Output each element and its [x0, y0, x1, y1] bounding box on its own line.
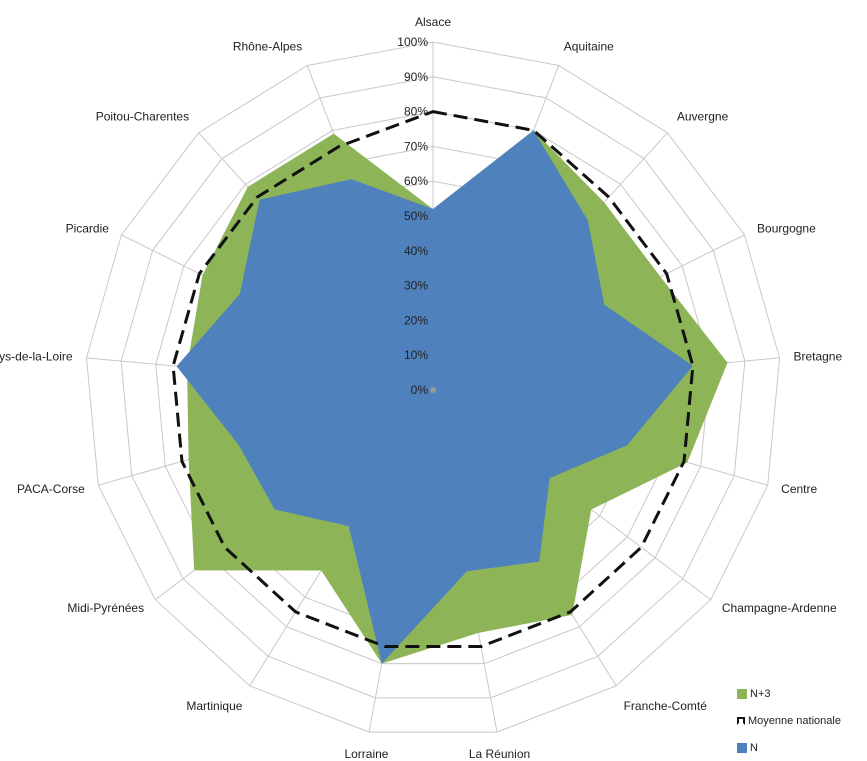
category-label-champagne-ardenne: Champagne-Ardenne: [722, 601, 837, 615]
legend: N+3 Moyenne nationale N: [737, 680, 841, 761]
tick-label-70: 70%: [404, 139, 428, 153]
category-labels: Alsace Aquitaine Auvergne Bourgogne Bretagne…: [0, 15, 842, 758]
legend-swatch-moyenne: [737, 716, 745, 725]
category-label-alsace: Alsace: [415, 15, 451, 29]
tick-label-30: 30%: [404, 279, 428, 293]
legend-item-n: N: [737, 734, 841, 761]
legend-swatch-n: [737, 742, 747, 753]
grid-ring-8: [155, 111, 711, 665]
category-label-picardie: Picardie: [66, 222, 110, 236]
tick-label-40: 40%: [404, 244, 428, 258]
tick-label-10: 10%: [404, 348, 428, 362]
center-point: [430, 387, 436, 393]
category-label-bourgogne: Bourgogne: [757, 222, 816, 236]
legend-label-n: N: [750, 741, 758, 754]
legend-item-moyenne: Moyenne nationale: [737, 707, 841, 734]
radial-ticks: 0% 10% 20% 30% 40% 50% 60% 70% 80% 90% 100%: [397, 35, 428, 397]
category-label-la-reunion: La Réunion: [469, 747, 530, 758]
series-n-area: [176, 130, 693, 664]
category-label-rhone-alpes: Rhône-Alpes: [233, 39, 302, 53]
legend-label-moyenne: Moyenne nationale: [748, 714, 841, 727]
legend-item-n3: N+3: [737, 680, 841, 707]
category-label-midi-pyrenees: Midi-Pyrénées: [67, 601, 144, 615]
category-label-lorraine: Lorraine: [344, 747, 388, 758]
category-label-pays-de-la-loire: Pays-de-la-Loire: [0, 350, 73, 364]
tick-label-100: 100%: [397, 35, 428, 49]
category-label-franche-comte: Franche-Comté: [624, 699, 708, 713]
series-layer: [171, 110, 728, 664]
legend-swatch-n3: [737, 688, 747, 699]
tick-label-20: 20%: [404, 313, 428, 327]
category-label-auvergne: Auvergne: [677, 109, 729, 123]
grid-ring-9: [120, 76, 746, 699]
category-label-aquitaine: Aquitaine: [564, 39, 614, 53]
tick-label-50: 50%: [404, 209, 428, 223]
tick-label-90: 90%: [404, 70, 428, 84]
tick-label-0: 0%: [411, 383, 429, 397]
series-moyenne-nationale-line: [171, 110, 695, 649]
category-label-centre: Centre: [781, 482, 817, 496]
grid-ring-10: [85, 41, 781, 733]
tick-label-60: 60%: [404, 174, 428, 188]
category-label-bretagne: Bretagne: [793, 350, 842, 364]
tick-label-80: 80%: [404, 105, 428, 119]
category-label-paca-corse: PACA-Corse: [17, 482, 85, 496]
legend-label-n3: N+3: [750, 687, 771, 700]
category-label-martinique: Martinique: [186, 699, 242, 713]
category-label-poitou-charentes: Poitou-Charentes: [96, 109, 189, 123]
